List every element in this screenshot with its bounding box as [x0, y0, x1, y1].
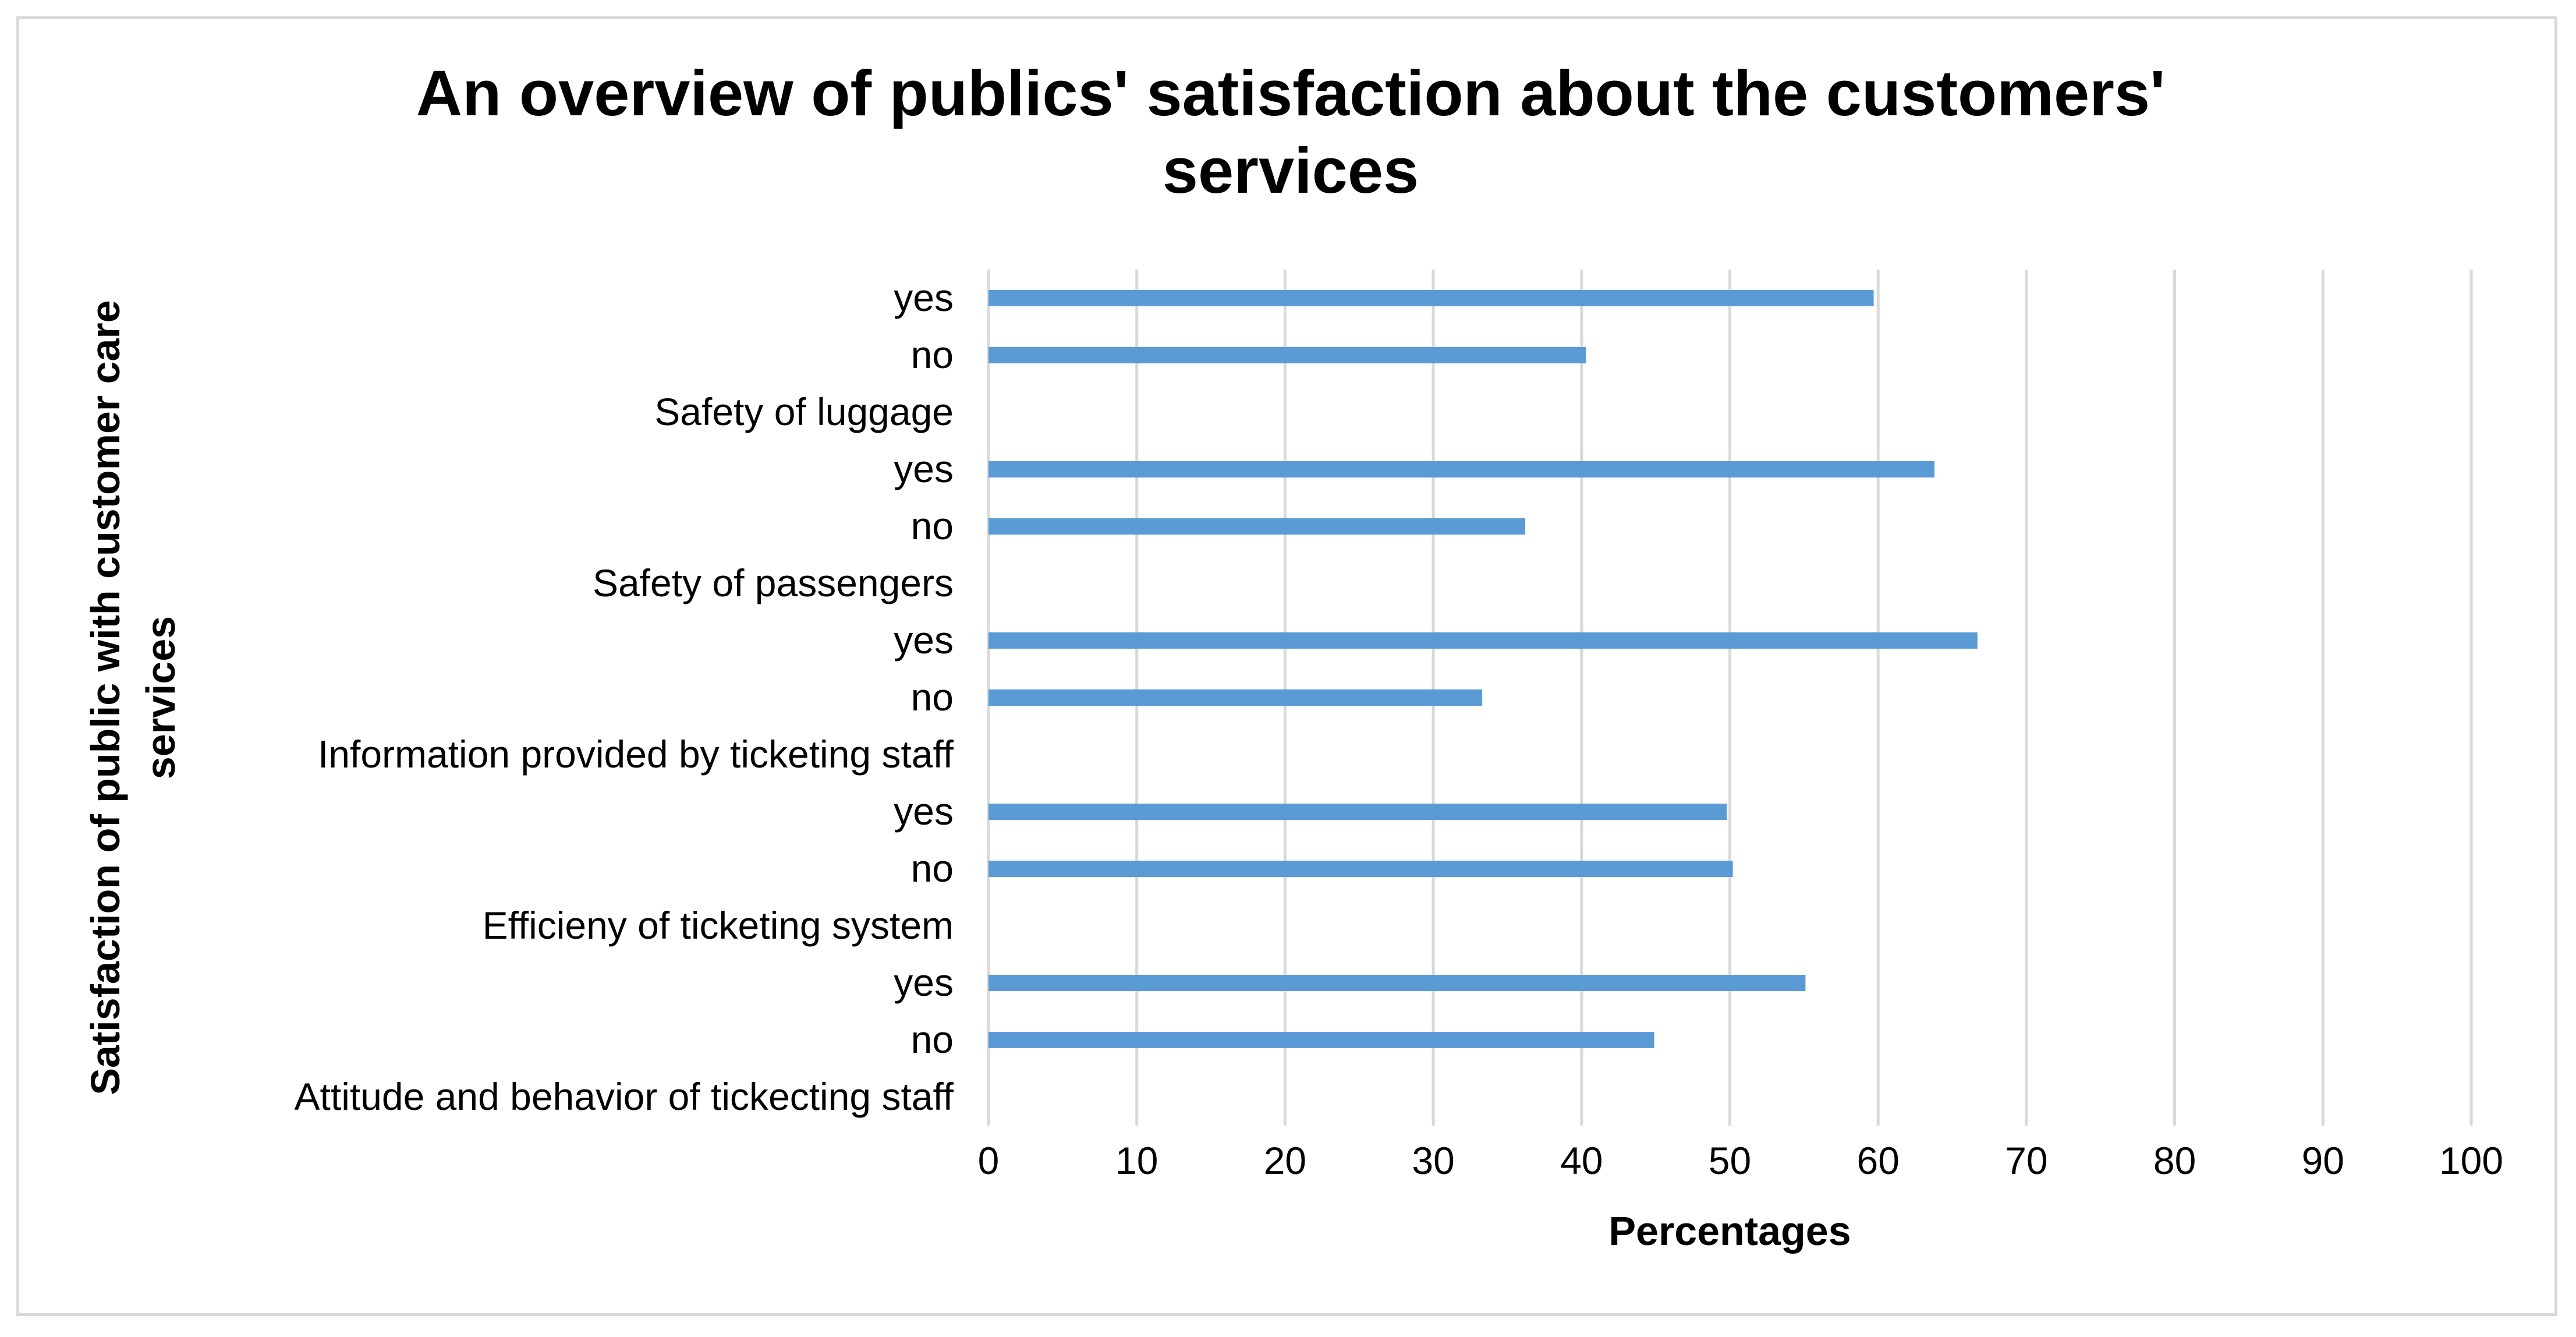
bar-chart: An overview of publics' satisfaction abo… [83, 58, 2503, 1254]
category-label: no [911, 847, 954, 890]
x-tick-label: 30 [1412, 1139, 1454, 1182]
category-label: yes [894, 961, 954, 1004]
x-tick-label: 100 [2439, 1139, 2503, 1182]
bar [988, 518, 1526, 535]
bar [988, 461, 1934, 477]
x-tick-label: 20 [1264, 1139, 1306, 1182]
category-label: yes [894, 790, 954, 833]
category-label: no [911, 333, 954, 376]
category-label: yes [894, 618, 954, 662]
bar [988, 632, 1978, 649]
bar [988, 1032, 1654, 1048]
bar [988, 689, 1483, 706]
category-label: Safety of luggage [654, 390, 954, 433]
x-tick-labels: 0 10 20 30 40 50 60 70 80 90 100 [978, 1139, 2503, 1182]
x-tick-label: 50 [1709, 1139, 1751, 1182]
x-tick-label: 40 [1560, 1139, 1603, 1182]
category-label: Safety of passengers [593, 561, 954, 604]
x-tick-label: 80 [2153, 1139, 2196, 1182]
gridlines [987, 270, 2473, 1126]
bar [988, 290, 1874, 306]
y-axis-title-line: services [138, 616, 183, 779]
category-label: yes [894, 447, 954, 490]
chart-frame: An overview of publics' satisfaction abo… [16, 16, 2557, 1316]
x-tick-label: 0 [978, 1139, 1000, 1182]
bar [988, 347, 1586, 363]
category-label: Information provided by ticketing staff [318, 733, 954, 776]
x-tick-label: 60 [1856, 1139, 1899, 1182]
category-label: no [911, 504, 954, 547]
category-label: Attitude and behavior of tickecting staf… [295, 1075, 954, 1118]
bar [988, 861, 1733, 877]
bar [988, 804, 1727, 820]
y-axis-title-line: Satisfaction of public with customer car… [83, 300, 128, 1095]
x-tick-label: 70 [2005, 1139, 2047, 1182]
category-labels: yes no Safety of luggage yes no Safety of pas… [295, 276, 954, 1118]
category-label: no [911, 675, 954, 719]
category-label: no [911, 1018, 954, 1061]
x-axis-title: Percentages [1608, 1208, 1851, 1254]
chart-title-line: services [1163, 135, 1419, 207]
bars [988, 290, 1978, 1048]
x-tick-label: 90 [2302, 1139, 2344, 1182]
bar [988, 975, 1806, 991]
category-label: yes [894, 276, 954, 319]
y-axis-title: Satisfaction of public with customer car… [83, 300, 183, 1095]
chart-title-line: An overview of publics' satisfaction abo… [416, 58, 2166, 129]
x-tick-label: 10 [1115, 1139, 1158, 1182]
category-label: Efficieny of ticketing system [483, 904, 954, 947]
chart-title: An overview of publics' satisfaction abo… [416, 58, 2166, 207]
